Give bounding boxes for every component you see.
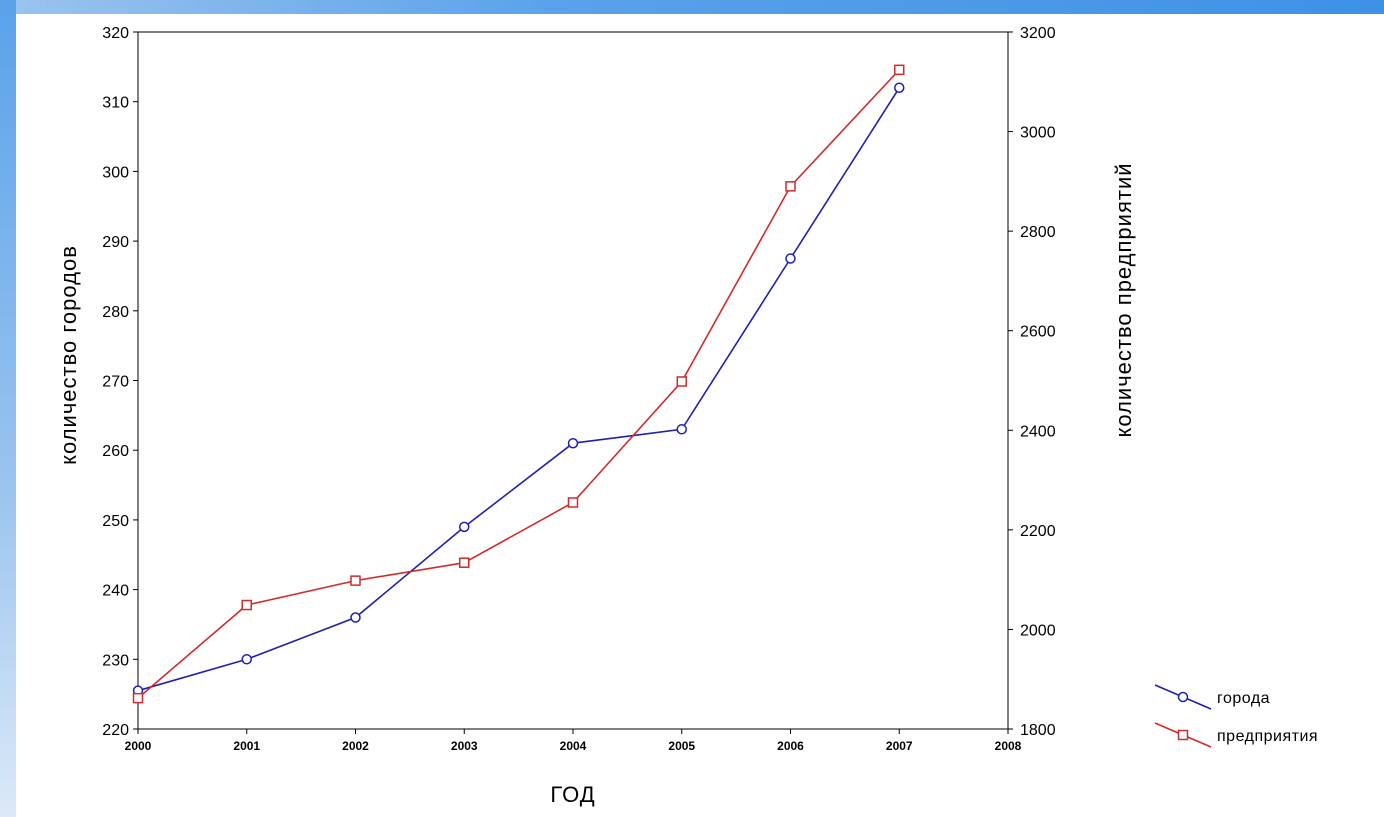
- right-axis-ticks: 1800 2000 2200 2400 2600 2800 3000 3200: [1008, 25, 1056, 739]
- legend-label-0: города: [1217, 690, 1270, 707]
- left-tick-label: 240: [102, 583, 129, 600]
- legend-marker-1: [1177, 729, 1189, 741]
- right-tick-label: 2400: [1020, 423, 1056, 440]
- left-tick-label: 290: [102, 234, 129, 251]
- x-axis-label: ГОД: [550, 782, 595, 807]
- left-tick-label: 280: [102, 304, 129, 321]
- series-point-1: [676, 376, 687, 387]
- x-tick-label: 2007: [886, 739, 913, 753]
- right-tick-label: 2800: [1020, 224, 1056, 241]
- right-tick-label: 2000: [1020, 622, 1056, 639]
- series-point-1: [350, 575, 361, 586]
- series-point-1: [894, 64, 905, 76]
- plot-area: [137, 31, 1009, 730]
- series-point-0: [894, 82, 905, 94]
- window-left-frame: [0, 0, 16, 817]
- x-tick-label: 2004: [560, 739, 587, 753]
- window-top-frame: [0, 0, 1384, 14]
- series-point-0: [459, 521, 470, 533]
- series-point-1: [459, 557, 470, 568]
- x-tick-label: 2005: [668, 739, 695, 753]
- x-tick-label: 2000: [125, 739, 152, 753]
- right-tick-label: 1800: [1020, 722, 1056, 739]
- series-line-1: [137, 69, 900, 699]
- series-point-0: [350, 612, 361, 623]
- left-tick-label: 300: [102, 164, 129, 181]
- series-point-1: [785, 181, 796, 192]
- series-point-0: [785, 253, 796, 264]
- series-point-0: [567, 437, 579, 449]
- right-tick-label: 3200: [1020, 25, 1056, 42]
- series-layer: [132, 64, 905, 704]
- left-tick-label: 220: [102, 722, 129, 739]
- series-point-1: [567, 497, 579, 508]
- right-tick-label: 2200: [1020, 523, 1056, 540]
- x-tick-label: 2002: [342, 739, 369, 753]
- series-point-0: [676, 424, 687, 435]
- left-tick-label: 260: [102, 443, 129, 460]
- x-axis-ticks: 2000 2001 2002 2003 2004 2005 2006 2007 2008: [125, 729, 1022, 753]
- left-tick-label: 250: [102, 513, 129, 530]
- left-tick-label: 320: [102, 25, 129, 42]
- right-tick-label: 2600: [1020, 324, 1056, 341]
- left-axis-ticks: 220 230 240 250 260 270 280 290 300 310 320: [102, 25, 138, 739]
- x-tick-label: 2006: [777, 739, 804, 753]
- y-axis-label-left: количество городов: [56, 245, 81, 465]
- legend-label-1: предприятия: [1217, 728, 1318, 745]
- x-tick-label: 2001: [233, 739, 260, 753]
- series-point-1: [132, 692, 144, 704]
- x-tick-label: 2008: [995, 739, 1022, 753]
- legend-marker-0: [1177, 691, 1189, 703]
- x-tick-label: 2003: [451, 739, 478, 753]
- left-tick-label: 230: [102, 652, 129, 669]
- series-point-0: [241, 654, 252, 665]
- right-tick-label: 3000: [1020, 125, 1056, 142]
- legend: города предприятия: [1154, 684, 1318, 748]
- y-axis-label-right: количество предприятий: [1111, 162, 1136, 437]
- left-tick-label: 310: [102, 95, 129, 112]
- series-point-1: [241, 599, 252, 611]
- series-line-0: [137, 87, 900, 692]
- left-tick-label: 270: [102, 374, 129, 391]
